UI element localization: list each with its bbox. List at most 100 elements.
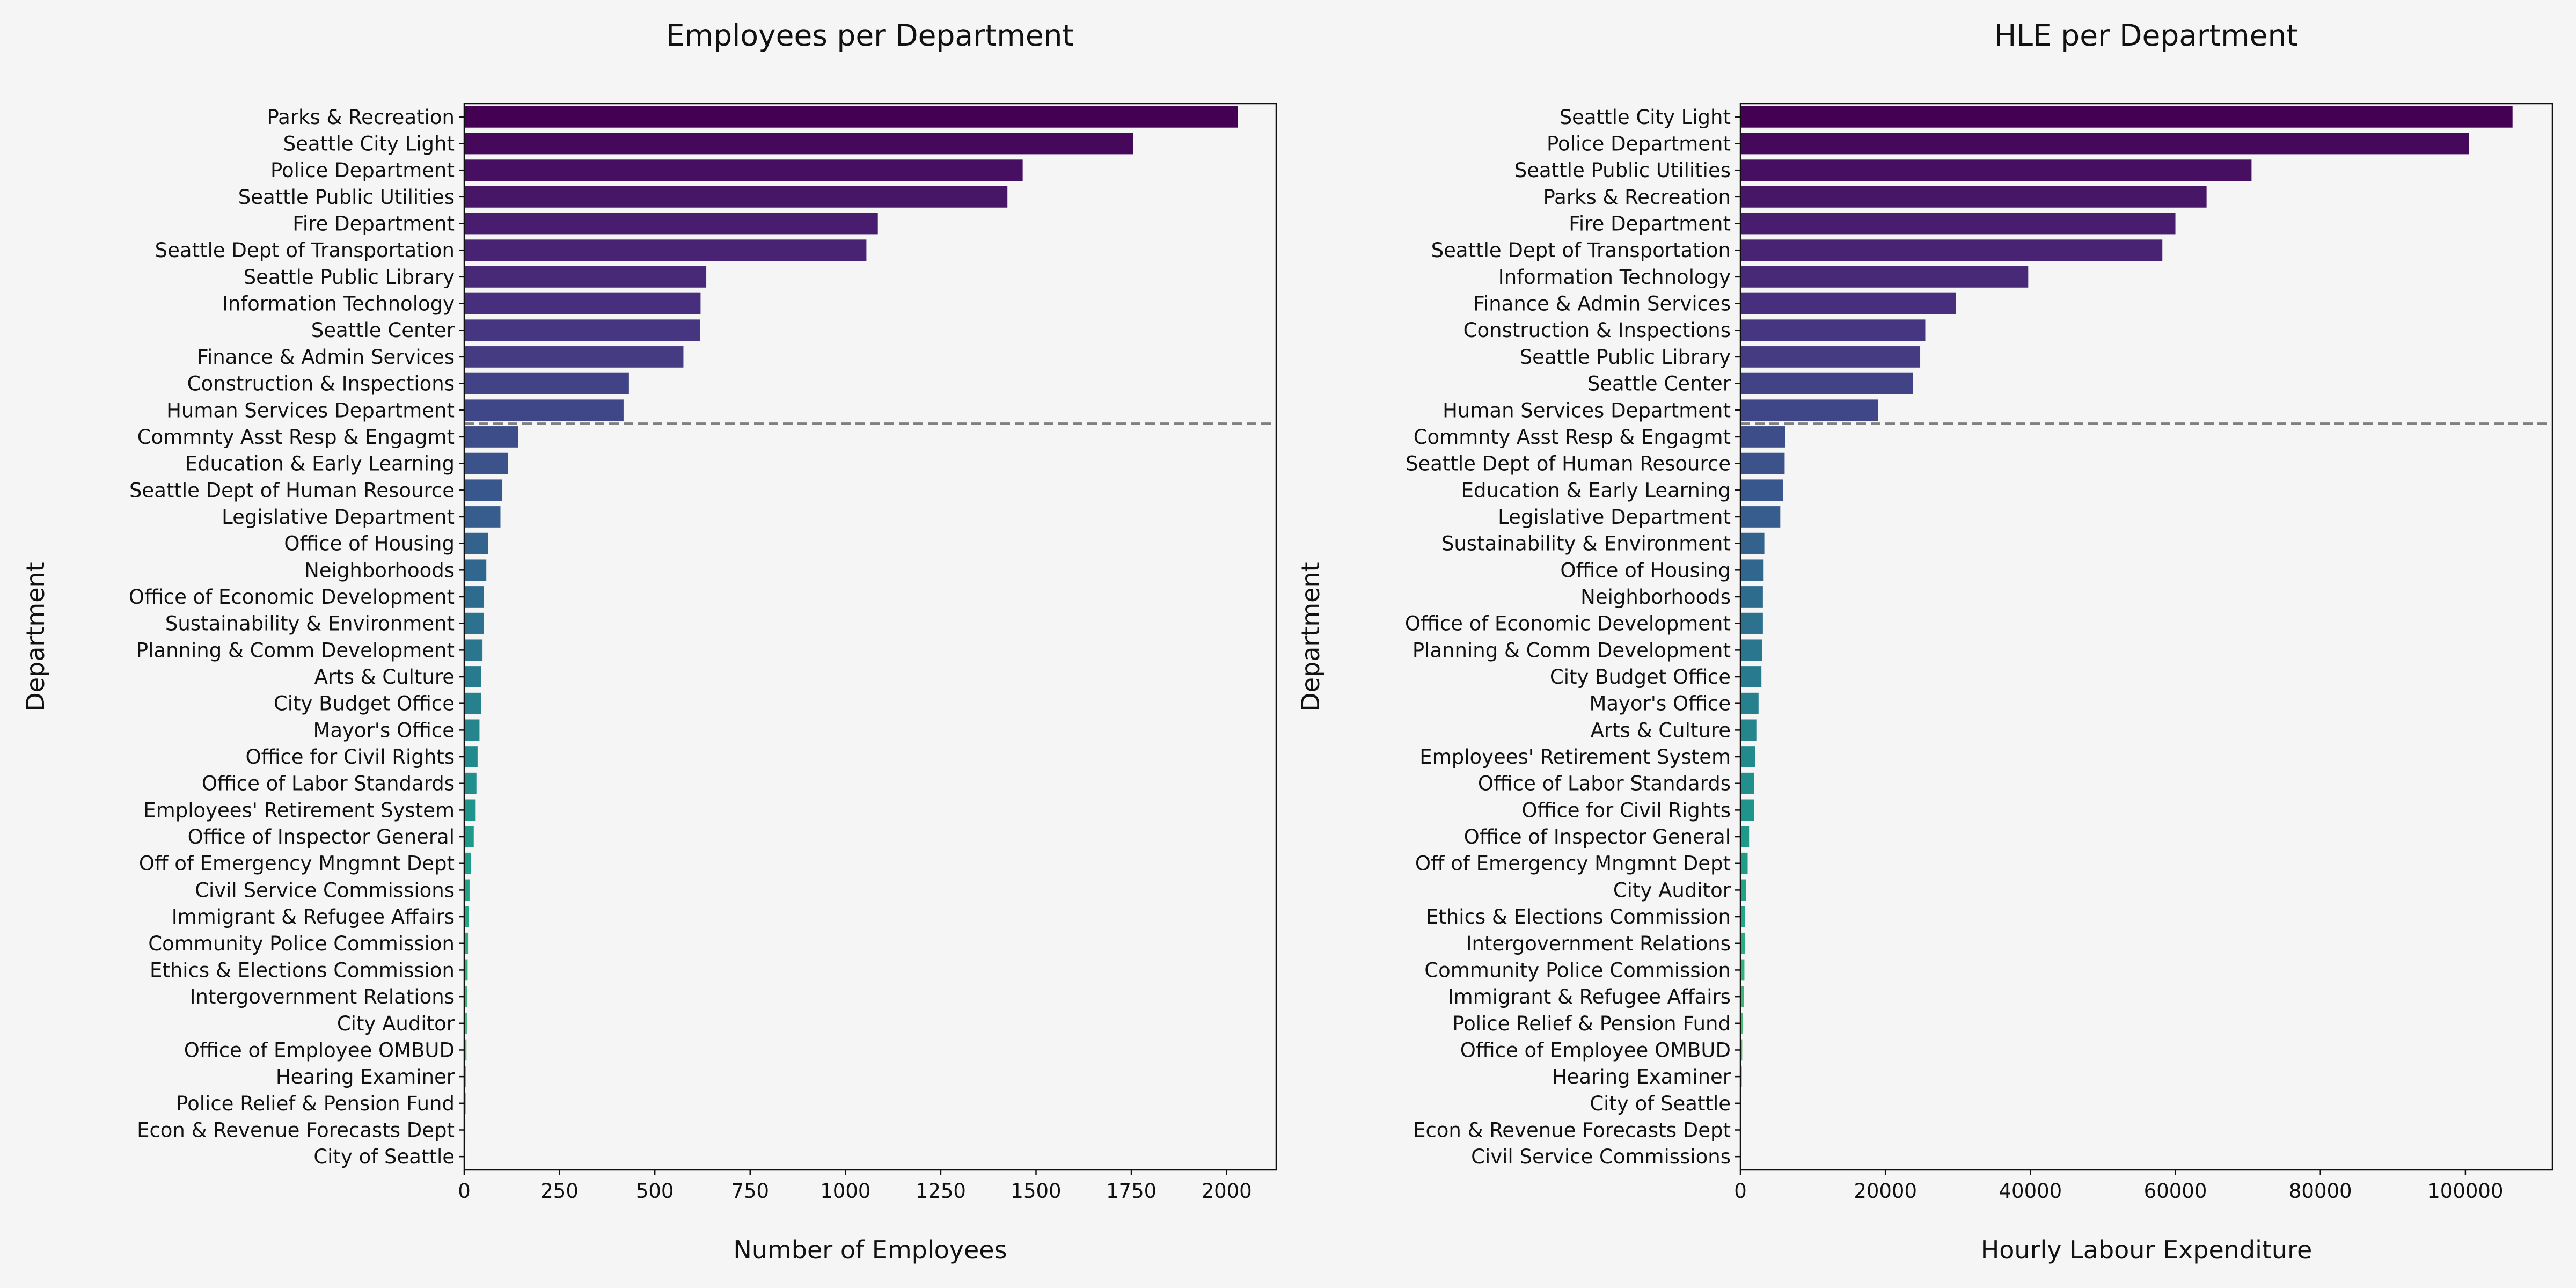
y-tick-label: Planning & Comm Development	[136, 639, 455, 662]
y-tick-label: Police Department	[270, 159, 455, 182]
bar	[1740, 586, 1763, 608]
bar	[1740, 213, 2176, 235]
chart-title: Employees per Department	[666, 18, 1074, 53]
x-axis-label: Hourly Labour Expenditure	[1981, 1235, 2312, 1264]
x-axis-label: Number of Employees	[733, 1235, 1007, 1264]
y-tick-label: Office of Housing	[284, 532, 455, 555]
x-tick-label: 60000	[2144, 1180, 2207, 1203]
y-tick-label: Office of Labor Standards	[202, 772, 455, 795]
bar	[464, 586, 484, 608]
bar	[464, 479, 503, 501]
bar	[464, 906, 469, 927]
bar	[1740, 879, 1746, 901]
bar	[464, 266, 707, 288]
y-tick-label: Seattle Public Library	[244, 266, 455, 289]
y-tick-label: Office for Civil Rights	[1522, 799, 1731, 822]
bar	[1740, 692, 1759, 714]
chart-title: HLE per Department	[1994, 18, 2298, 53]
y-tick-label: Commnty Asst Resp & Engagmt	[1414, 426, 1731, 449]
bar	[1740, 292, 1956, 314]
x-tick-label: 1000	[820, 1180, 870, 1203]
y-tick-label: Mayor's Office	[313, 719, 455, 742]
bar	[464, 719, 480, 741]
bar	[464, 1092, 466, 1114]
y-tick-label: Neighborhoods	[304, 559, 455, 582]
y-tick-label: Hearing Examiner	[276, 1065, 455, 1088]
bar	[464, 1012, 467, 1034]
bar	[464, 1066, 466, 1088]
bar	[464, 1039, 467, 1061]
y-tick-label: Intergovernment Relations	[190, 985, 455, 1008]
y-tick-label: Seattle City Light	[1560, 106, 1731, 129]
y-tick-label: Finance & Admin Services	[197, 346, 455, 369]
y-tick-label: Fire Department	[1569, 213, 1731, 236]
bar	[464, 639, 483, 661]
plot-frame	[1739, 103, 2553, 1171]
x-tick-label: 0	[1734, 1180, 1747, 1203]
bar	[1740, 399, 1878, 421]
bar	[464, 133, 1133, 155]
y-tick-label: Office of Inspector General	[188, 825, 455, 848]
y-tick-label: Human Services Department	[166, 399, 455, 422]
x-tick-label: 100000	[2427, 1180, 2503, 1203]
x-tick-label: 250	[540, 1180, 579, 1203]
y-tick-label: Seattle Public Library	[1520, 346, 1731, 369]
y-tick-label: City Budget Office	[1550, 665, 1731, 689]
y-tick-label: Seattle Center	[1587, 372, 1731, 396]
y-tick-label: Finance & Admin Services	[1473, 292, 1731, 316]
bar	[1740, 612, 1763, 634]
bar	[1740, 959, 1745, 981]
y-tick-label: Seattle City Light	[283, 133, 455, 156]
y-tick-label: Education & Early Learning	[185, 452, 455, 475]
bar	[1740, 852, 1748, 874]
bar	[1740, 746, 1755, 767]
y-tick-label: Parks & Recreation	[1543, 186, 1731, 209]
y-tick-label: Neighborhoods	[1580, 586, 1731, 609]
bar	[464, 532, 488, 554]
y-tick-label: Off of Emergency Mngmnt Dept	[1415, 852, 1731, 875]
x-tick-label: 750	[731, 1180, 769, 1203]
x-tick-label: 2000	[1202, 1180, 1252, 1203]
bar	[1740, 186, 2207, 208]
y-tick-label: Seattle Public Utilities	[238, 186, 455, 209]
bar	[1740, 239, 2163, 261]
bar	[464, 319, 700, 341]
y-tick-label: Sustainability & Environment	[1441, 532, 1731, 555]
bar	[464, 239, 867, 261]
y-tick-label: Seattle Dept of Transportation	[155, 239, 455, 262]
y-tick-label: Mayor's Office	[1589, 692, 1731, 715]
bar	[1740, 639, 1762, 661]
bar	[1740, 559, 1764, 581]
bar	[464, 772, 477, 794]
bar	[464, 879, 470, 901]
y-tick-label: Office of Economic Development	[1405, 612, 1731, 635]
y-tick-label: Arts & Culture	[314, 665, 455, 689]
y-tick-label: Community Police Commission	[1424, 958, 1731, 982]
x-tick-label: 0	[458, 1180, 471, 1203]
bar	[464, 346, 684, 368]
y-tick-label: Construction & Inspections	[1463, 319, 1731, 342]
bar	[464, 426, 518, 448]
y-tick-label: Econ & Revenue Forecasts Dept	[137, 1118, 455, 1141]
y-tick-label: Police Relief & Pension Fund	[1452, 1012, 1731, 1035]
y-tick-label: City of Seattle	[313, 1145, 455, 1168]
bar	[464, 506, 501, 528]
y-tick-label: City of Seattle	[1590, 1092, 1731, 1115]
bar	[1740, 133, 2469, 155]
bar	[464, 959, 468, 981]
x-tick-label: 20000	[1854, 1180, 1917, 1203]
bar	[464, 986, 467, 1007]
bar	[1740, 1012, 1743, 1034]
y-tick-label: Commnty Asst Resp & Engagmt	[137, 426, 455, 449]
y-tick-label: Off of Emergency Mngmnt Dept	[139, 852, 455, 875]
y-tick-label: Education & Early Learning	[1461, 479, 1731, 502]
bar	[1740, 906, 1745, 927]
y-tick-label: Employees' Retirement System	[143, 799, 455, 822]
y-tick-label: Legislative Department	[1498, 506, 1731, 529]
bar	[464, 799, 476, 821]
bar	[1740, 479, 1783, 501]
bar	[464, 452, 508, 474]
bar	[1740, 346, 1921, 368]
y-tick-label: Parks & Recreation	[267, 106, 455, 129]
